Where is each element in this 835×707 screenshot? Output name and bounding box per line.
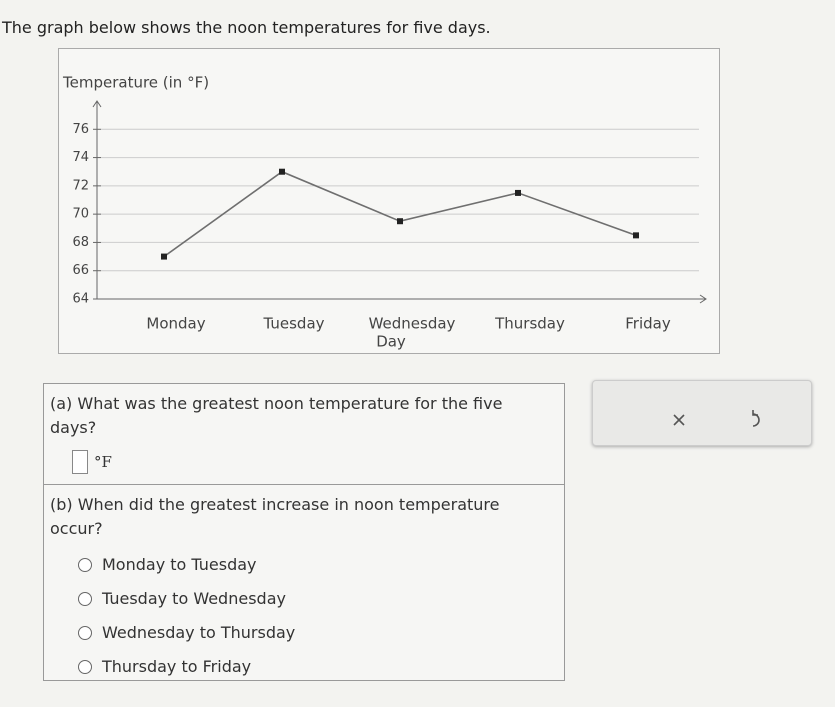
y-axis-label: Temperature (in °F) [62, 74, 209, 92]
point [279, 168, 285, 175]
unit: °F [94, 453, 112, 471]
x-tick-label: Tuesday [262, 315, 324, 333]
y-tick-label: 66 [72, 263, 89, 278]
radio-button[interactable] [78, 625, 92, 640]
intro-text: The graph below shows the noon temperatu… [2, 18, 491, 37]
y-tick-label: 64 [72, 292, 89, 307]
point [161, 253, 167, 260]
x-axis-arrow [699, 294, 707, 304]
radio-option[interactable]: Wednesday to Thursday [78, 623, 295, 642]
x-tick-label: Monday [146, 315, 205, 333]
x-tick-label: Friday [625, 315, 671, 333]
option-label: Thursday to Friday [102, 657, 252, 676]
radio-option[interactable]: Tuesday to Wednesday [78, 589, 286, 608]
y-axis-arrow [92, 100, 102, 108]
option-label: Tuesday to Wednesday [102, 589, 286, 608]
x-tick-label: Wednesday [369, 315, 456, 333]
option-label: Wednesday to Thursday [102, 623, 296, 642]
y-tick-label: 72 [72, 178, 89, 193]
undo-button[interactable] [752, 410, 760, 427]
y-tick-label: 68 [72, 235, 89, 250]
radio-option[interactable]: Monday to Tuesday [78, 555, 257, 574]
radio-button[interactable] [78, 659, 92, 674]
chart: Temperature (in °F) Day 64 66 68 70 72 74 76 Mond… [58, 48, 720, 354]
point [515, 189, 521, 196]
point [397, 218, 403, 225]
y-tick-label: 74 [72, 150, 89, 165]
question-box: (a) What was the greatest noon temperatu… [43, 383, 565, 681]
question-prompt: (b) When did the greatest increase in no… [50, 495, 500, 538]
answer-row: °F [72, 450, 112, 474]
radio-option[interactable]: Thursday to Friday [78, 657, 251, 676]
x-axis-label: Day [376, 333, 406, 351]
radio-button[interactable] [78, 557, 92, 572]
question-prompt: (a) What was the greatest noon temperatu… [50, 394, 503, 437]
close-button[interactable] [673, 414, 685, 426]
radio-button[interactable] [78, 591, 92, 606]
y-tick-label: 76 [72, 122, 89, 137]
question-section: (b) When did the greatest increase in no… [44, 484, 564, 676]
point [633, 232, 639, 239]
y-tick-label: 70 [72, 207, 89, 222]
toolbar-icons [673, 410, 760, 427]
x-tick-label: Thursday [494, 315, 565, 333]
toolbar [592, 380, 812, 446]
answer-input[interactable] [72, 450, 88, 474]
option-label: Monday to Tuesday [102, 555, 257, 574]
